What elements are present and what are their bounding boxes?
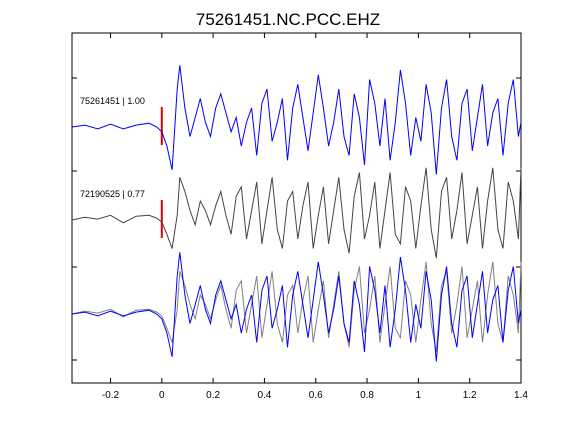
plot-frame [71, 32, 522, 384]
x-tick-label: 0 [159, 390, 165, 401]
trace-labels: 75261451 | 1.00 72190525 | 0.77 [80, 96, 145, 199]
overlay-trace-0 [71, 252, 522, 362]
overlay-trace-1 [71, 261, 522, 353]
x-tick-label: 0.2 [206, 390, 220, 401]
tick-marks: -0.2 0 0.2 0.4 0.6 0.8 1 1.2 1.4 [72, 32, 528, 401]
x-tick-label: 1 [416, 390, 422, 401]
x-tick-label: -0.2 [102, 390, 120, 401]
x-tick-label: 0.6 [309, 390, 323, 401]
chart-title: 75261451.NC.PCC.EHZ [196, 10, 380, 29]
x-tick-label: 1.4 [514, 390, 528, 401]
x-tick-label: 0.8 [360, 390, 374, 401]
trace-1 [71, 167, 522, 259]
trace-label: 72190525 | 0.77 [80, 189, 145, 199]
traces [71, 65, 522, 362]
x-tick-label: 0.4 [257, 390, 271, 401]
trace-label: 75261451 | 1.00 [80, 96, 145, 106]
trace-0 [71, 65, 522, 175]
x-tick-label: 1.2 [463, 390, 477, 401]
